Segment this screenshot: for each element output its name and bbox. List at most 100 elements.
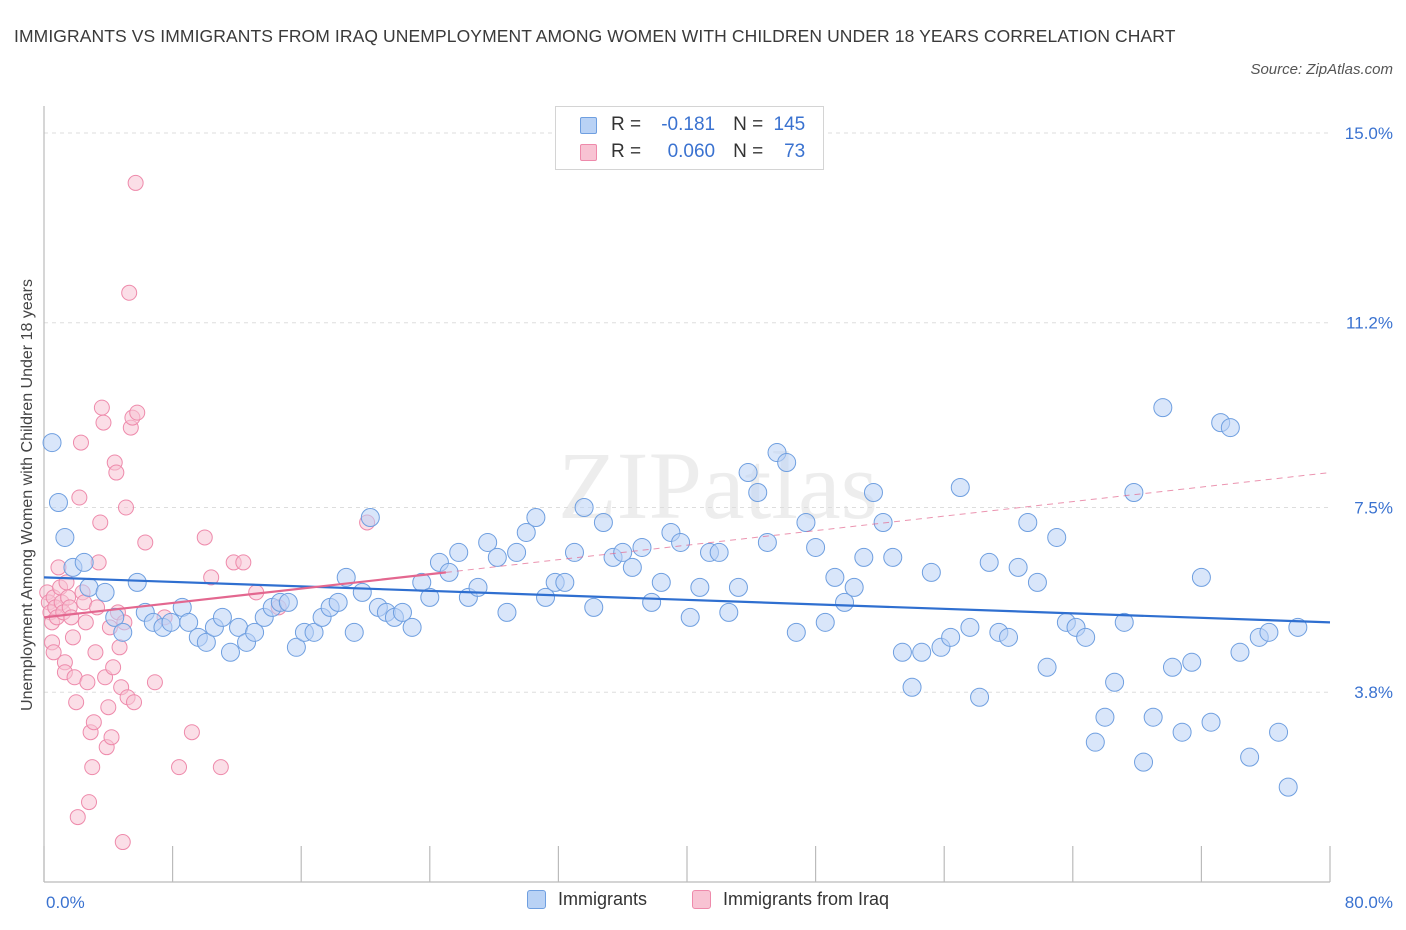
data-point-immigrants <box>622 557 642 577</box>
data-point-immigrants <box>738 463 758 483</box>
correlation-legend: R = -0.181 N = 145 R = 0.060 N = 73 <box>555 106 824 170</box>
data-point-immigrants <box>1220 418 1240 438</box>
data-point-iraq <box>105 659 122 676</box>
data-point-iraq <box>126 694 143 711</box>
data-point-iraq <box>127 174 144 191</box>
data-point-immigrants <box>728 577 748 597</box>
chart-title: IMMIGRANTS VS IMMIGRANTS FROM IRAQ UNEMP… <box>14 26 1176 46</box>
data-point-immigrants <box>593 512 613 532</box>
data-point-immigrants <box>286 637 306 657</box>
data-point-immigrants <box>863 483 883 503</box>
data-point-iraq <box>93 399 110 416</box>
data-point-immigrants <box>526 507 546 527</box>
data-point-immigrants <box>336 567 356 587</box>
data-point-immigrants <box>1143 707 1163 727</box>
data-point-immigrants <box>278 592 298 612</box>
source-label: Source: ZipAtlas.com <box>1250 61 1393 78</box>
data-point-immigrants <box>55 527 75 547</box>
data-point-immigrants <box>584 597 604 617</box>
data-point-iraq <box>103 729 120 746</box>
data-point-iraq <box>79 674 96 691</box>
data-point-immigrants <box>179 612 199 632</box>
y-tick-label: 7.5% <box>1354 498 1393 517</box>
data-point-iraq <box>137 534 154 551</box>
data-point-immigrants <box>420 587 440 607</box>
data-point-immigrants <box>1172 722 1192 742</box>
data-point-iraq <box>183 724 200 741</box>
data-point-immigrants <box>1240 747 1260 767</box>
trend-line-iraq-extension <box>445 472 1331 573</box>
data-point-iraq <box>72 434 89 451</box>
legend-r-value: 0.060 <box>667 141 716 162</box>
data-point-immigrants <box>1153 398 1173 418</box>
data-point-iraq <box>92 514 109 531</box>
data-point-immigrants <box>1105 672 1125 692</box>
data-point-immigrants <box>1076 627 1096 647</box>
data-point-immigrants <box>478 532 498 552</box>
series-legend: Immigrants Immigrants from Iraq <box>0 889 1406 915</box>
data-point-immigrants <box>1027 572 1047 592</box>
data-point-immigrants <box>815 612 835 632</box>
data-point-immigrants <box>651 572 671 592</box>
data-point-immigrants <box>196 632 216 652</box>
axes <box>43 106 1331 883</box>
data-point-immigrants <box>1269 722 1289 742</box>
data-point-immigrants <box>1288 617 1308 637</box>
data-point-iraq <box>108 464 125 481</box>
data-point-immigrants <box>1124 483 1144 503</box>
data-point-immigrants <box>507 542 527 562</box>
data-point-immigrants <box>344 622 364 642</box>
data-point-immigrants <box>74 552 94 572</box>
x-tick-label: 80.0% <box>1345 893 1393 912</box>
data-point-iraq <box>69 809 86 826</box>
legend-item-immigrants: Immigrants <box>527 889 647 910</box>
x-tick-label: 0.0% <box>46 893 85 912</box>
data-point-immigrants <box>42 433 62 453</box>
legend-label-iraq: Immigrants from Iraq <box>723 889 890 909</box>
data-point-immigrants <box>48 492 68 512</box>
data-point-immigrants <box>844 577 864 597</box>
data-point-immigrants <box>921 562 941 582</box>
data-point-immigrants <box>709 542 729 562</box>
data-point-iraq <box>117 499 134 516</box>
data-point-immigrants <box>1259 622 1279 642</box>
data-point-immigrants <box>825 567 845 587</box>
data-point-immigrants <box>352 582 372 602</box>
data-point-immigrants <box>1085 732 1105 752</box>
data-point-immigrants <box>127 572 147 592</box>
legend-n-label: N = <box>733 141 764 162</box>
data-point-immigrants <box>497 602 517 622</box>
legend-swatch-pink <box>692 890 711 909</box>
data-point-iraq <box>63 609 80 626</box>
data-point-immigrants <box>95 582 115 602</box>
data-point-iraq <box>71 489 88 506</box>
data-point-immigrants <box>941 627 961 647</box>
data-point-immigrants <box>392 602 412 622</box>
data-point-immigrants <box>245 622 265 642</box>
data-point-immigrants <box>1047 527 1067 547</box>
data-point-immigrants <box>1162 657 1182 677</box>
data-point-immigrants <box>1278 777 1298 797</box>
tick-labels: 3.8% 7.5% 11.2% 15.0% 0.0% 80.0% <box>46 124 1393 912</box>
data-point-immigrants <box>574 497 594 517</box>
data-point-immigrants <box>960 617 980 637</box>
data-point-immigrants <box>328 592 348 612</box>
y-tick-label: 15.0% <box>1345 124 1393 143</box>
legend-row-iraq: R = 0.060 N = 73 <box>580 139 805 165</box>
data-point-immigrants <box>912 642 932 662</box>
data-point-immigrants <box>757 532 777 552</box>
data-point-immigrants <box>449 542 469 562</box>
data-point-immigrants <box>671 532 691 552</box>
series-immigrants-points <box>42 398 1308 797</box>
data-point-immigrants <box>748 483 768 503</box>
y-tick-label: 11.2% <box>1346 314 1393 333</box>
data-point-immigrants <box>873 512 893 532</box>
data-point-immigrants <box>854 547 874 567</box>
data-point-iraq <box>114 834 131 851</box>
legend-swatch-blue <box>527 890 546 909</box>
data-point-immigrants <box>999 627 1018 647</box>
data-point-immigrants <box>1037 657 1057 677</box>
data-point-iraq <box>146 674 163 691</box>
data-point-immigrants <box>360 507 380 527</box>
